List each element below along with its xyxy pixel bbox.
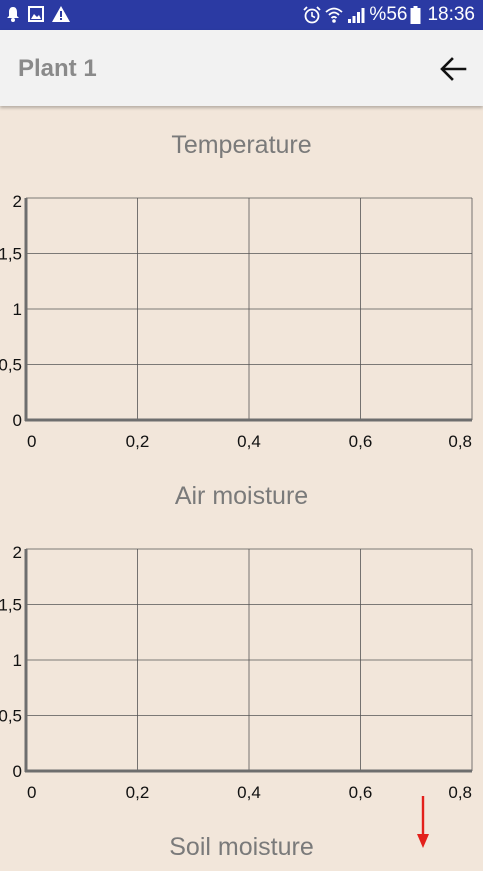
x-tick-label: 0,2: [126, 783, 150, 802]
y-tick-label: 0,5: [0, 356, 22, 375]
y-tick-label: 1: [13, 651, 22, 670]
back-button[interactable]: [437, 52, 471, 86]
x-tick-label: 0,6: [349, 783, 373, 802]
battery-icon: [410, 6, 421, 24]
clock: 18:36: [427, 4, 475, 25]
y-tick-label: 0,5: [0, 707, 22, 726]
y-tick-label: 1,5: [0, 596, 22, 615]
page-title: Plant 1: [18, 55, 97, 82]
y-tick-label: 0: [13, 762, 22, 781]
battery-percent: %56: [369, 4, 408, 25]
x-tick-label: 0,8: [448, 432, 472, 451]
alarm-icon: [303, 6, 322, 24]
arrow-down-icon: [417, 796, 429, 848]
chart-title-temperature: Temperature: [171, 131, 312, 159]
notification-bell-icon: [7, 7, 19, 22]
wifi-icon: [325, 7, 344, 23]
air-moisture-chart: 0 0,2 0,4 0,6 0,8 0 0,5 1 1,5 2: [0, 541, 483, 802]
x-tick-label: 0: [27, 432, 36, 451]
y-tick-label: 2: [13, 192, 22, 211]
x-tick-label: 0,2: [126, 432, 150, 451]
y-tick-label: 2: [13, 543, 22, 562]
status-bar: %56 18:36: [0, 0, 483, 30]
x-tick-label: 0,6: [349, 432, 373, 451]
arrow-back-icon: [440, 57, 467, 81]
x-tick-label: 0,4: [237, 432, 261, 451]
x-tick-label: 0,8: [448, 783, 472, 802]
y-tick-label: 1: [13, 300, 22, 319]
y-tick-label: 0: [13, 411, 22, 430]
chart-title-soil-moisture: Soil moisture: [169, 833, 314, 861]
chart-title-air-moisture: Air moisture: [174, 482, 309, 510]
signal-icon: [348, 8, 365, 23]
x-tick-label: 0,4: [237, 783, 261, 802]
warning-icon: [52, 6, 70, 22]
temperature-chart: 0 0,2 0,4 0,6 0,8 0 0,5 1 1,5 2: [0, 190, 483, 451]
app-toolbar: Plant 1: [0, 30, 483, 106]
status-bar-right: %56 18:36: [303, 0, 475, 30]
y-tick-label: 1,5: [0, 245, 22, 264]
temperature-chart-svg: 0 0,2 0,4 0,6 0,8 0 0,5 1 1,5 2: [0, 192, 473, 451]
x-tick-label: 0: [27, 783, 36, 802]
image-icon: [28, 6, 44, 22]
air-moisture-chart-svg: 0 0,2 0,4 0,6 0,8 0 0,5 1 1,5 2: [0, 543, 473, 802]
